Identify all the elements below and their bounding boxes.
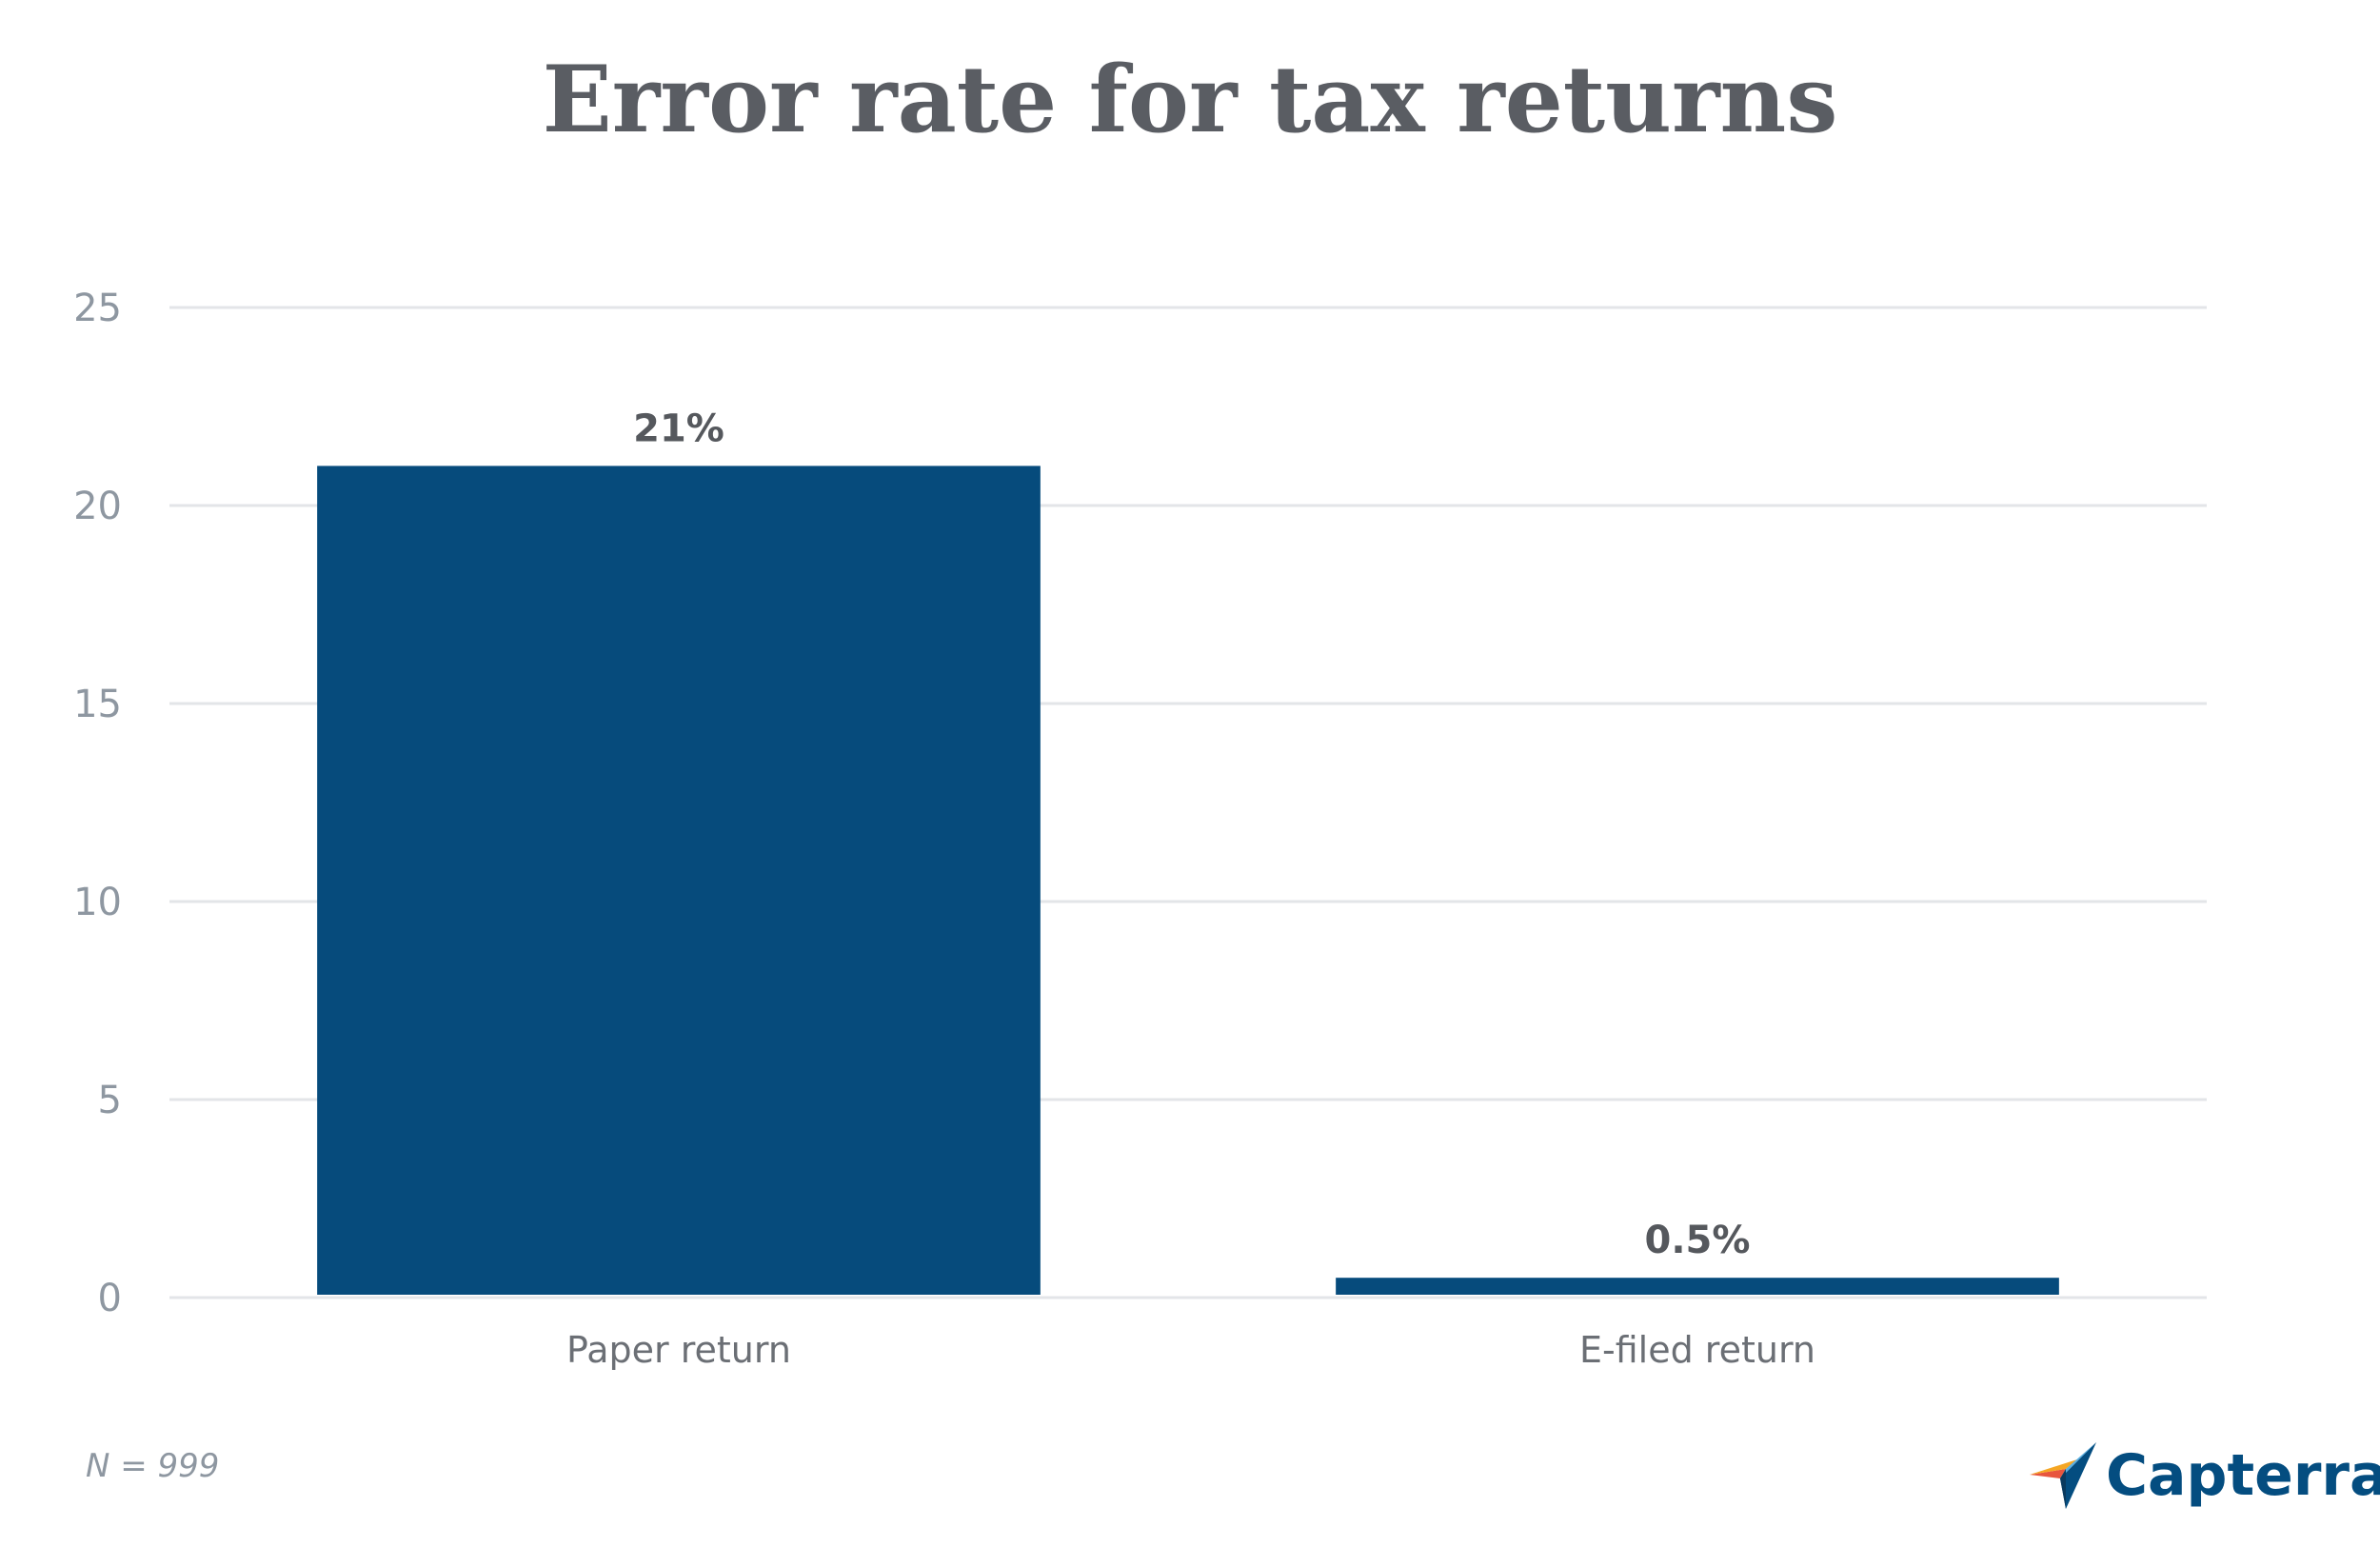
y-tick-label-25: 25 [73,287,122,330]
bar-paper-return [317,466,1041,1295]
bars [317,466,2059,1295]
y-tick-label-0: 0 [98,1277,122,1320]
capterra-logo: Capterra [2028,1438,2380,1514]
y-axis-tick-labels: 0 5 10 15 20 25 [73,287,122,1320]
bar-e-filed-return [1336,1278,2059,1295]
data-label-paper-return: 21% [633,407,724,450]
data-label-e-filed-return: 0.5% [1645,1219,1751,1262]
data-labels: 21% 0.5% [633,407,1750,1262]
y-tick-label-15: 15 [73,683,122,726]
y-tick-label-10: 10 [73,881,122,924]
chart-title: Error rate for tax returns [542,46,1838,153]
sample-size-footnote: N = 999 [86,1447,220,1485]
y-tick-label-5: 5 [98,1079,122,1122]
category-label-e-filed-return: E-filed return [1579,1329,1815,1371]
category-labels: Paper return E-filed return [566,1329,1815,1371]
y-tick-label-20: 20 [73,485,122,528]
category-label-paper-return: Paper return [566,1329,791,1371]
logo-wordmark: Capterra [2106,1442,2380,1509]
capterra-arrow-icon [2030,1442,2096,1509]
